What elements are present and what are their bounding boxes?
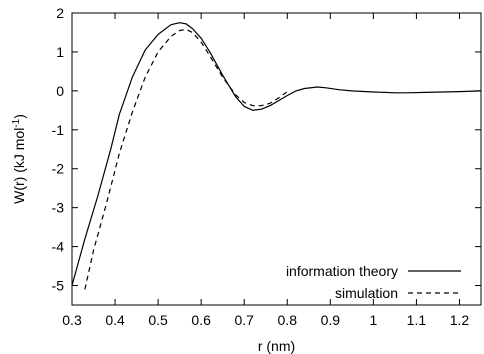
y-tick-label: -4 bbox=[52, 239, 65, 255]
x-tick-label: 1 bbox=[369, 312, 377, 328]
series-line-simulation bbox=[84, 28, 288, 290]
y-tick-label: -1 bbox=[52, 122, 65, 138]
y-tick-label: -3 bbox=[52, 200, 65, 216]
legend: information theory simulation bbox=[286, 263, 461, 301]
x-tick-label: 1.2 bbox=[450, 312, 470, 328]
ticks-group: 0.3 0.4 0.5 0.6 0.7 0.8 0.9 1 1.1 1.2 2 1 0 -1 -2 -3 -4 -… bbox=[52, 5, 481, 328]
y-tick-label: -5 bbox=[52, 278, 65, 294]
x-tick-label: 0.4 bbox=[105, 312, 125, 328]
x-tick-label: 0.6 bbox=[191, 312, 211, 328]
y-tick-label: 2 bbox=[56, 5, 64, 21]
legend-label: information theory bbox=[286, 263, 398, 279]
x-tick-label: 1.1 bbox=[407, 312, 427, 328]
x-tick-label: 0.9 bbox=[321, 312, 341, 328]
series-line-information-theory bbox=[71, 22, 482, 286]
x-tick-label: 0.8 bbox=[278, 312, 298, 328]
y-tick-label: 0 bbox=[56, 83, 64, 99]
y-axis-label-main: W(r) (kJ mol bbox=[11, 128, 27, 204]
x-tick-label: 0.7 bbox=[234, 312, 254, 328]
y-axis-label-superscript: -1 bbox=[11, 118, 22, 127]
legend-label: simulation bbox=[335, 285, 398, 301]
x-tick-label: 0.3 bbox=[62, 312, 82, 328]
x-tick-label: 0.5 bbox=[148, 312, 168, 328]
y-axis-label: W(r) (kJ mol-1) bbox=[11, 114, 28, 204]
y-axis-label-close: ) bbox=[11, 114, 27, 119]
y-tick-label: 1 bbox=[56, 44, 64, 60]
y-tick-label: -2 bbox=[52, 161, 65, 177]
plot-frame bbox=[71, 12, 482, 306]
series-group bbox=[71, 22, 482, 290]
x-axis-label: r (nm) bbox=[258, 338, 295, 354]
